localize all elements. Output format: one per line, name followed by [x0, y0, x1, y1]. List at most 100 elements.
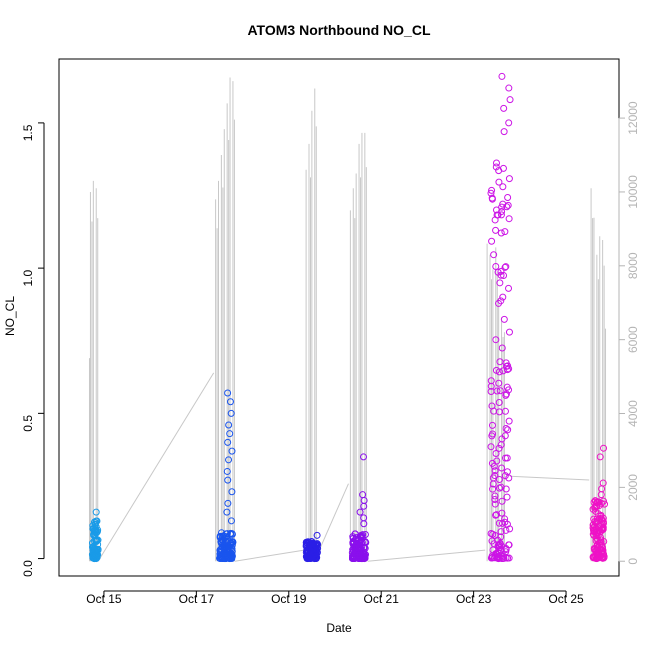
data-point	[92, 519, 100, 527]
data-point	[496, 358, 504, 366]
data-point	[589, 505, 597, 513]
secondary-connector	[367, 549, 486, 562]
data-point	[491, 554, 499, 562]
data-point	[491, 495, 499, 503]
data-point	[500, 315, 508, 323]
data-point	[488, 432, 496, 440]
data-point	[487, 530, 495, 538]
data-point	[505, 175, 513, 183]
data-point	[501, 263, 509, 271]
data-point	[498, 497, 506, 505]
y-tick-label: 1.5	[21, 124, 35, 141]
data-point	[503, 468, 511, 476]
data-point	[596, 453, 604, 461]
data-point	[221, 537, 229, 545]
data-point	[224, 476, 232, 484]
data-point	[94, 551, 102, 559]
data-point	[503, 493, 511, 501]
data-point	[349, 534, 357, 542]
data-point	[360, 502, 368, 510]
secondary-connector	[510, 475, 590, 481]
data-point	[487, 443, 495, 451]
data-point	[360, 520, 368, 528]
data-point	[501, 228, 509, 236]
data-point	[223, 467, 231, 475]
data-point	[489, 485, 497, 493]
data-point	[505, 328, 513, 336]
data-point	[505, 474, 513, 482]
data-point	[492, 159, 500, 167]
data-point	[351, 544, 359, 552]
data-point	[497, 211, 505, 219]
data-point	[502, 526, 510, 534]
data-point	[355, 548, 363, 556]
data-point	[226, 398, 234, 406]
x-tick-label: Oct 25	[548, 592, 584, 606]
data-point	[492, 226, 500, 234]
data-point	[591, 546, 599, 554]
data-point	[501, 472, 509, 480]
y-tick-label: 0.0	[21, 560, 35, 577]
data-point	[504, 426, 512, 434]
data-point	[491, 531, 499, 539]
data-point	[495, 178, 503, 186]
secondary-series-layer	[88, 77, 607, 562]
data-point	[361, 538, 369, 546]
data-point	[490, 462, 498, 470]
data-point	[599, 552, 607, 560]
data-point	[502, 546, 510, 554]
data-point	[505, 284, 513, 292]
data-point	[498, 554, 506, 562]
points-layer	[88, 72, 609, 563]
data-point	[305, 547, 313, 555]
data-point	[492, 366, 500, 374]
data-point	[505, 215, 513, 223]
data-point	[492, 206, 500, 214]
data-point	[498, 72, 506, 80]
data-point	[500, 104, 508, 112]
data-point	[488, 237, 496, 245]
y2-tick-label: 2000	[626, 474, 640, 501]
x-tick-label: Oct 23	[456, 592, 492, 606]
data-point	[593, 499, 601, 507]
secondary-connector	[317, 483, 349, 555]
data-point	[487, 382, 495, 390]
data-point	[312, 541, 320, 549]
data-point	[359, 453, 367, 461]
data-point	[497, 229, 505, 237]
data-point	[599, 518, 607, 526]
data-point	[600, 444, 608, 452]
data-point	[90, 552, 98, 560]
data-point	[499, 183, 507, 191]
data-point	[225, 456, 233, 464]
data-point	[226, 430, 234, 438]
data-point	[495, 444, 503, 452]
data-point	[490, 251, 498, 259]
data-point	[493, 511, 501, 519]
data-point	[491, 216, 499, 224]
data-point	[497, 271, 505, 279]
data-point	[498, 344, 506, 352]
data-point	[502, 263, 510, 271]
data-point	[506, 525, 514, 533]
data-point	[491, 472, 499, 480]
data-point	[361, 554, 369, 562]
data-point	[93, 536, 101, 544]
data-point	[496, 539, 504, 547]
data-point	[498, 435, 506, 443]
x-tick-label: Oct 21	[364, 592, 400, 606]
data-point	[359, 531, 367, 539]
data-point	[491, 467, 499, 475]
data-point	[358, 532, 366, 540]
data-point	[227, 551, 235, 559]
data-point	[593, 515, 601, 523]
data-point	[502, 424, 510, 432]
data-point	[488, 194, 496, 202]
data-point	[495, 299, 503, 307]
data-point	[488, 186, 496, 194]
data-point	[499, 293, 507, 301]
data-point	[311, 550, 319, 558]
data-point	[495, 476, 503, 484]
data-point	[502, 391, 510, 399]
